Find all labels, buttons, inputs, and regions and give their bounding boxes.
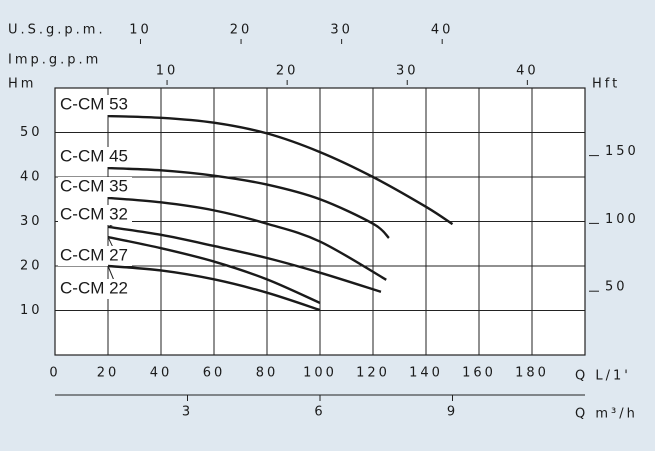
series-label: C-CM 27 — [60, 245, 128, 264]
x-tick-label: 180 — [515, 366, 549, 381]
y-axis-label: Hm — [8, 77, 36, 92]
y-tick-label: 30 — [20, 214, 43, 229]
y2-tick-label: 100 — [605, 212, 639, 227]
x2-axis-label: Q m³/h — [575, 407, 638, 422]
y2-axis-label: Hft — [592, 77, 620, 92]
y-tick-label: 40 — [20, 170, 43, 185]
pump-curve — [107, 166, 390, 239]
label-bg — [58, 147, 132, 167]
pump-curve — [107, 196, 387, 281]
x-tick-label: 60 — [203, 366, 226, 381]
y2-tick-label: 150 — [605, 144, 639, 159]
label-bg — [58, 95, 132, 115]
label-bg — [58, 279, 132, 299]
series-label: C-CM 53 — [60, 94, 128, 113]
pump-curve — [107, 114, 454, 226]
y-tick-label: 50 — [20, 125, 43, 140]
x-tick-label: 100 — [303, 366, 337, 381]
pump-curve — [107, 264, 321, 312]
pump-curve — [107, 225, 382, 293]
x-tick-label: 80 — [256, 366, 279, 381]
x2-tick-label: 6 — [314, 405, 325, 420]
series-label: C-CM 32 — [60, 204, 128, 223]
series-label: C-CM 35 — [60, 176, 128, 195]
top-tick-label: 30 — [330, 23, 353, 38]
label-bg — [58, 246, 132, 266]
x-tick-label: 20 — [97, 366, 120, 381]
x-tick-label: 40 — [150, 366, 173, 381]
top-tick-label: 10 — [129, 23, 152, 38]
top-tick-label: 20 — [276, 64, 299, 79]
x-tick-label: 160 — [462, 366, 496, 381]
x-tick-label: 140 — [409, 366, 443, 381]
top-tick-label: 40 — [516, 64, 539, 79]
series-label: C-CM 45 — [60, 146, 128, 165]
top-tick-label: 40 — [431, 23, 454, 38]
top-tick-label: 20 — [230, 23, 253, 38]
plot-border — [54, 87, 586, 356]
y2-tick-label: 50 — [605, 280, 628, 295]
x-tick-label: 0 — [49, 366, 60, 381]
y-tick-label: 10 — [20, 303, 43, 318]
series-label: C-CM 22 — [60, 278, 128, 297]
x-tick-label: 120 — [356, 366, 390, 381]
top-axis-label: Imp.g.p.m — [8, 53, 101, 68]
x-axis-label: Q L/1' — [575, 369, 631, 384]
top-tick-label: 10 — [156, 64, 179, 79]
pump-curve — [107, 235, 321, 305]
label-bg — [58, 177, 132, 197]
x2-tick-label: 9 — [447, 405, 458, 420]
label-bg — [58, 205, 132, 225]
top-tick-label: 30 — [396, 64, 419, 79]
x2-tick-label: 3 — [182, 405, 193, 420]
top-axis-label: U.S.g.p.m. — [8, 23, 106, 38]
y-tick-label: 20 — [20, 259, 43, 274]
